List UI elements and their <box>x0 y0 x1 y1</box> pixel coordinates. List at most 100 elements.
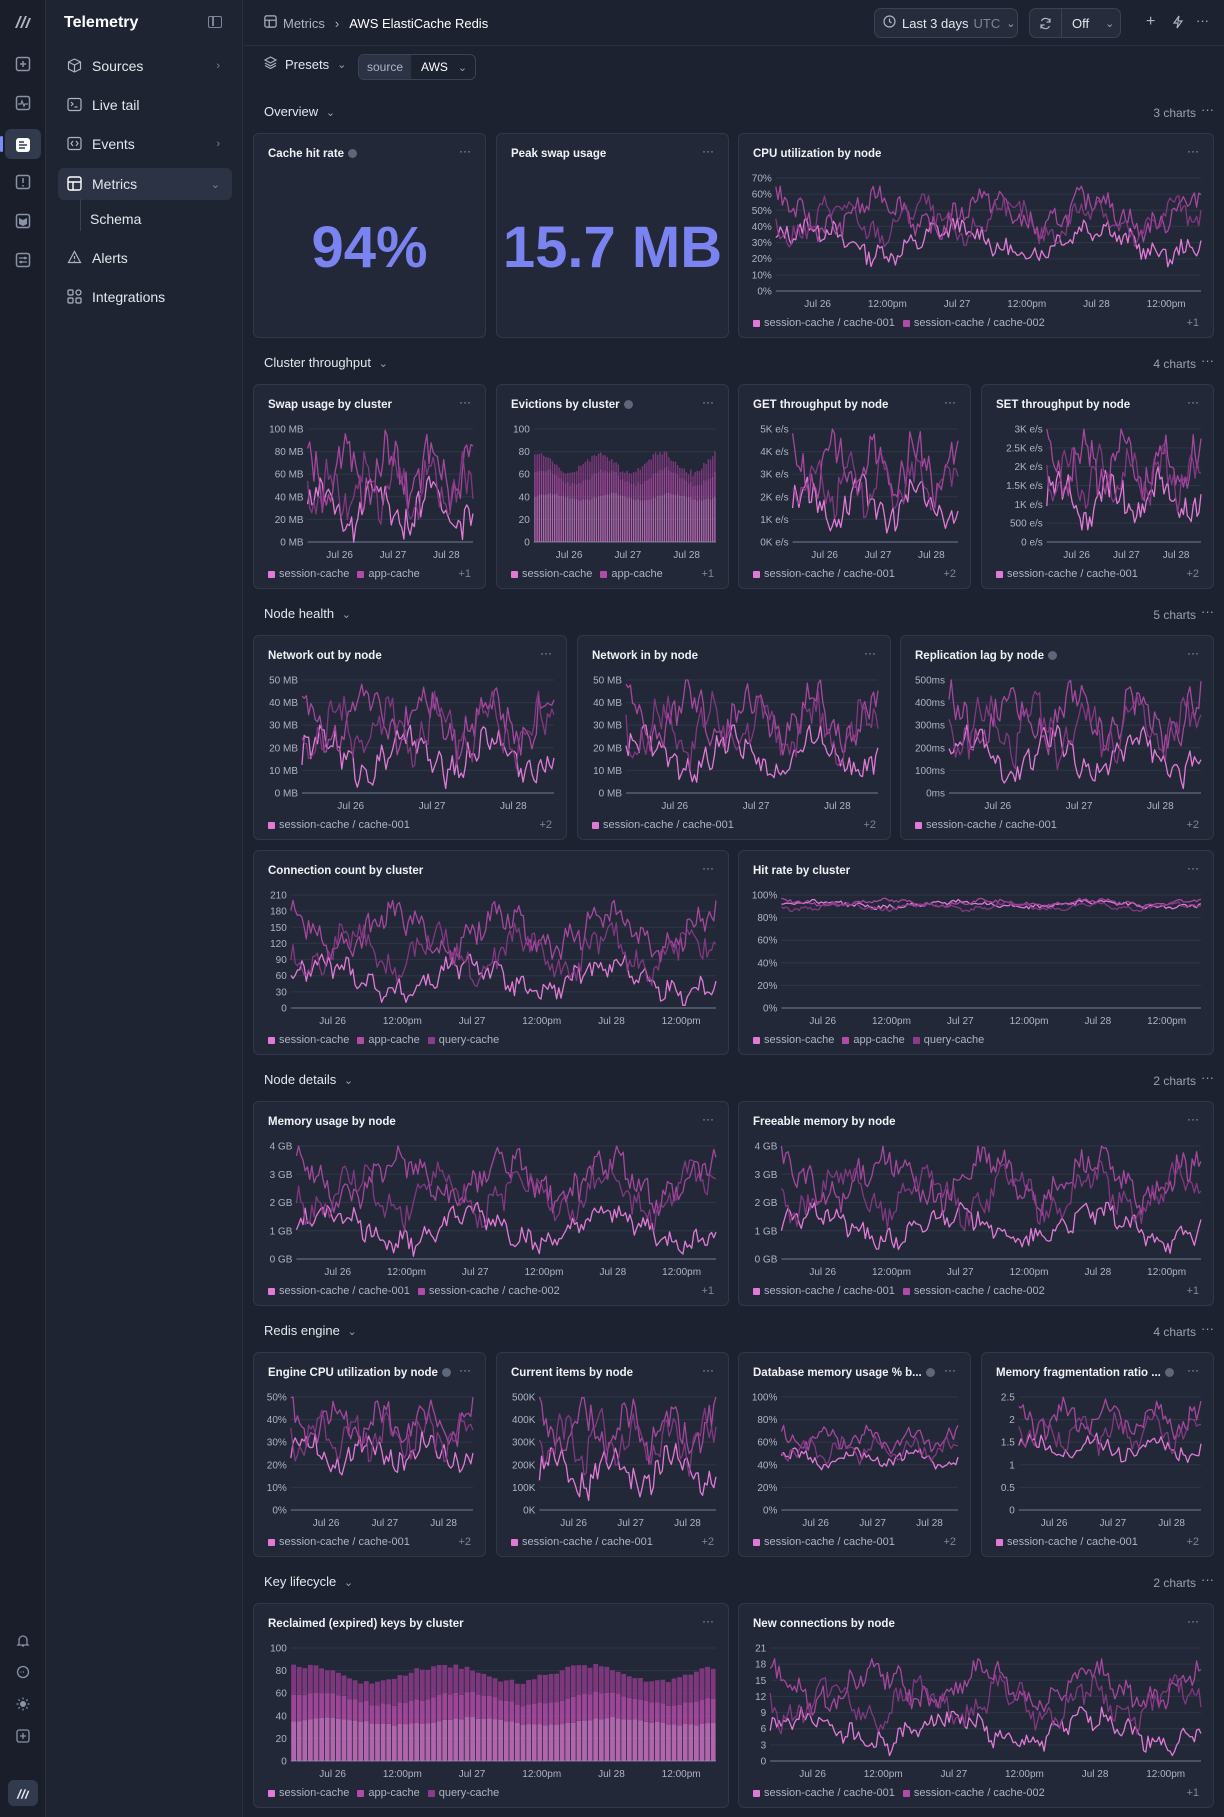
chart-legend[interactable]: session-cache / cache-001 <box>511 1536 653 1548</box>
chart-legend[interactable]: session-cache / cache-001 <box>268 819 410 831</box>
card-menu-icon[interactable]: ··· <box>702 144 714 158</box>
refresh-control[interactable]: Off ⌄ <box>1029 8 1121 38</box>
breadcrumb-parent[interactable]: Metrics <box>283 15 325 31</box>
legend-more[interactable]: +2 <box>943 568 956 580</box>
add-chart-icon[interactable]: + <box>1146 13 1156 30</box>
section-menu-icon[interactable]: ··· <box>1201 1070 1214 1085</box>
section-menu-icon[interactable]: ··· <box>1201 353 1214 368</box>
legend-more[interactable]: +2 <box>539 819 552 831</box>
legend-more[interactable]: +2 <box>943 1536 956 1548</box>
refresh-icon[interactable] <box>1030 9 1062 37</box>
card-menu-icon[interactable]: ··· <box>459 144 471 158</box>
chart-evict[interactable]: 0 20 40 60 80 100 Jul 26 Jul 27 Jul 28 <box>497 385 730 590</box>
more-options-icon[interactable]: ··· <box>1196 13 1209 28</box>
legend-more[interactable]: +2 <box>1186 568 1199 580</box>
card-menu-icon[interactable]: ··· <box>864 646 876 660</box>
chart-legend[interactable]: session-cache / cache-001 session-cache /… <box>753 1285 1045 1297</box>
chart-swapc[interactable]: 0 MB 20 MB 40 MB 60 MB 80 MB 100 MB Jul 26 Jul … <box>254 385 487 590</box>
chart-newconn[interactable]: 0 3 6 9 12 15 18 21 Jul 26 12:00pm Jul 27 12:00pm Ju… <box>739 1604 1215 1809</box>
workspace-icon[interactable] <box>8 1780 38 1806</box>
chart-hitrate[interactable]: 0% 20% 40% 60% 80% 100% Jul 26 12:00pm Jul 27 12:… <box>739 851 1215 1056</box>
chart-legend[interactable]: session-cache / cache-001 session-cache /… <box>753 1787 1045 1799</box>
collapse-sidebar-icon[interactable] <box>208 16 222 28</box>
sidebar-item-events[interactable]: Events › <box>58 128 232 160</box>
card-menu-icon[interactable]: ··· <box>1187 861 1199 875</box>
logo-icon[interactable] <box>13 12 33 32</box>
card-menu-icon[interactable]: ··· <box>702 1614 714 1628</box>
card-menu-icon[interactable]: ··· <box>944 1363 956 1377</box>
sidebar-item-sources[interactable]: Sources › <box>58 50 232 82</box>
section-header-health[interactable]: Node health ⌄ 5 charts ··· <box>264 602 1214 628</box>
card-menu-icon[interactable]: ··· <box>702 1112 714 1126</box>
sun-icon[interactable] <box>13 1696 33 1716</box>
info-icon[interactable] <box>1048 651 1058 660</box>
card-menu-icon[interactable]: ··· <box>702 395 714 409</box>
sidebar-item-integrations[interactable]: Integrations <box>58 281 232 313</box>
section-menu-icon[interactable]: ··· <box>1201 1321 1214 1336</box>
info-icon[interactable] <box>925 1368 935 1377</box>
sidebar-item-metrics[interactable]: Metrics ⌄ <box>58 168 232 200</box>
section-menu-icon[interactable]: ··· <box>1201 604 1214 619</box>
legend-more[interactable]: +1 <box>701 1285 714 1297</box>
sidebar-item-schema[interactable]: Schema <box>58 199 232 235</box>
chart-legend[interactable]: session-cache / cache-001 <box>753 1536 895 1548</box>
legend-more[interactable]: +2 <box>1186 1536 1199 1548</box>
chart-dbmem[interactable]: 0% 20% 40% 60% 80% 100% Jul 26 Jul 27 Jul 28 <box>739 1353 972 1558</box>
info-icon[interactable] <box>623 400 633 409</box>
legend-more[interactable]: +2 <box>1186 819 1199 831</box>
card-menu-icon[interactable]: ··· <box>1187 395 1199 409</box>
section-header-lifecycle[interactable]: Key lifecycle ⌄ 2 charts ··· <box>264 1570 1214 1596</box>
presets-dropdown[interactable]: Presets ⌄ <box>263 56 346 72</box>
dashboard-icon[interactable] <box>0 129 41 159</box>
new-icon[interactable] <box>13 56 33 76</box>
card-menu-icon[interactable]: ··· <box>1187 1363 1199 1377</box>
legend-more[interactable]: +1 <box>1186 1787 1199 1799</box>
bell-icon[interactable] <box>13 1633 33 1653</box>
info-icon[interactable] <box>1164 1368 1174 1377</box>
chart-legend[interactable]: session-cache / cache-001 <box>592 819 734 831</box>
legend-more[interactable]: +1 <box>458 568 471 580</box>
pulse-icon[interactable] <box>13 95 33 115</box>
card-menu-icon[interactable]: ··· <box>1187 144 1199 158</box>
chart-repl[interactable]: 0ms 100ms 200ms 300ms 400ms 500ms Jul 26 Jul 27… <box>901 636 1215 841</box>
lightning-icon[interactable] <box>1172 15 1184 32</box>
section-header-engine[interactable]: Redis engine ⌄ 4 charts ··· <box>264 1319 1214 1345</box>
chart-frag[interactable]: 0 0.5 1 1.5 2 2.5 Jul 26 Jul 27 Jul 28 <box>982 1353 1215 1558</box>
source-filter[interactable]: source AWS ⌄ <box>358 54 477 80</box>
legend-more[interactable]: +2 <box>701 1536 714 1548</box>
chart-get[interactable]: 0K e/s 1K e/s 2K e/s 3K e/s 4K e/s 5K e/s Jul … <box>739 385 972 590</box>
card-menu-icon[interactable]: ··· <box>702 861 714 875</box>
chart-legend[interactable]: session-cache / cache-001 session-cache /… <box>268 1285 560 1297</box>
chart-conn[interactable]: 0 30 60 90 120 150 180 210 Jul 26 12:00pm Jul 27 12… <box>254 851 730 1056</box>
legend-more[interactable]: +2 <box>863 819 876 831</box>
chart-legend[interactable]: session-cache app-cache query-cache <box>268 1787 499 1799</box>
logs-icon[interactable] <box>13 252 33 272</box>
plugin-icon[interactable] <box>13 1728 33 1748</box>
map-icon[interactable] <box>13 213 33 233</box>
sidebar-item-live-tail[interactable]: Live tail <box>58 89 232 121</box>
legend-more[interactable]: +2 <box>458 1536 471 1548</box>
chart-legend[interactable]: session-cache / cache-001 session-cache /… <box>753 317 1045 329</box>
chart-netout[interactable]: 0 MB 10 MB 20 MB 30 MB 40 MB 50 MB Jul 26 Jul 2… <box>254 636 568 841</box>
chart-legend[interactable]: session-cache app-cache <box>268 568 420 580</box>
section-header-overview[interactable]: Overview ⌄ 3 charts ··· <box>264 100 1214 126</box>
chart-legend[interactable]: session-cache app-cache <box>511 568 663 580</box>
chat-icon[interactable] <box>13 1664 33 1684</box>
chart-legend[interactable]: session-cache / cache-001 <box>996 568 1138 580</box>
sidebar-item-alerts[interactable]: Alerts <box>58 242 232 274</box>
section-header-throughput[interactable]: Cluster throughput ⌄ 4 charts ··· <box>264 351 1214 377</box>
chart-legend[interactable]: session-cache app-cache query-cache <box>753 1034 984 1046</box>
chart-cpu[interactable]: 0% 10% 20% 30% 40% 50% 60% 70% Jul 26 12:00pm Jul … <box>739 134 1215 339</box>
chart-set[interactable]: 0 e/s 500 e/s 1K e/s 1.5K e/s 2K e/s 2.5K e/s… <box>982 385 1215 590</box>
section-menu-icon[interactable]: ··· <box>1201 102 1214 117</box>
card-menu-icon[interactable]: ··· <box>540 646 552 660</box>
chart-legend[interactable]: session-cache app-cache query-cache <box>268 1034 499 1046</box>
chart-mem[interactable]: 0 GB 1 GB 2 GB 3 GB 4 GB Jul 26 12:00pm Jul 27 1… <box>254 1102 730 1307</box>
chart-legend[interactable]: session-cache / cache-001 <box>268 1536 410 1548</box>
chart-netin[interactable]: 0 MB 10 MB 20 MB 30 MB 40 MB 50 MB Jul 26 Jul 2… <box>578 636 892 841</box>
card-menu-icon[interactable]: ··· <box>944 395 956 409</box>
chart-ecpu[interactable]: 0% 10% 20% 30% 40% 50% Jul 26 Jul 27 Jul 28 <box>254 1353 487 1558</box>
chart-expired[interactable]: 0 20 40 60 80 100 Jul 26 12:00pm Jul 27 12:00pm Ju… <box>254 1604 730 1809</box>
chart-items[interactable]: 0K 100K 200K 300K 400K 500K Jul 26 Jul 27 Jul 28 <box>497 1353 730 1558</box>
card-menu-icon[interactable]: ··· <box>1187 646 1199 660</box>
